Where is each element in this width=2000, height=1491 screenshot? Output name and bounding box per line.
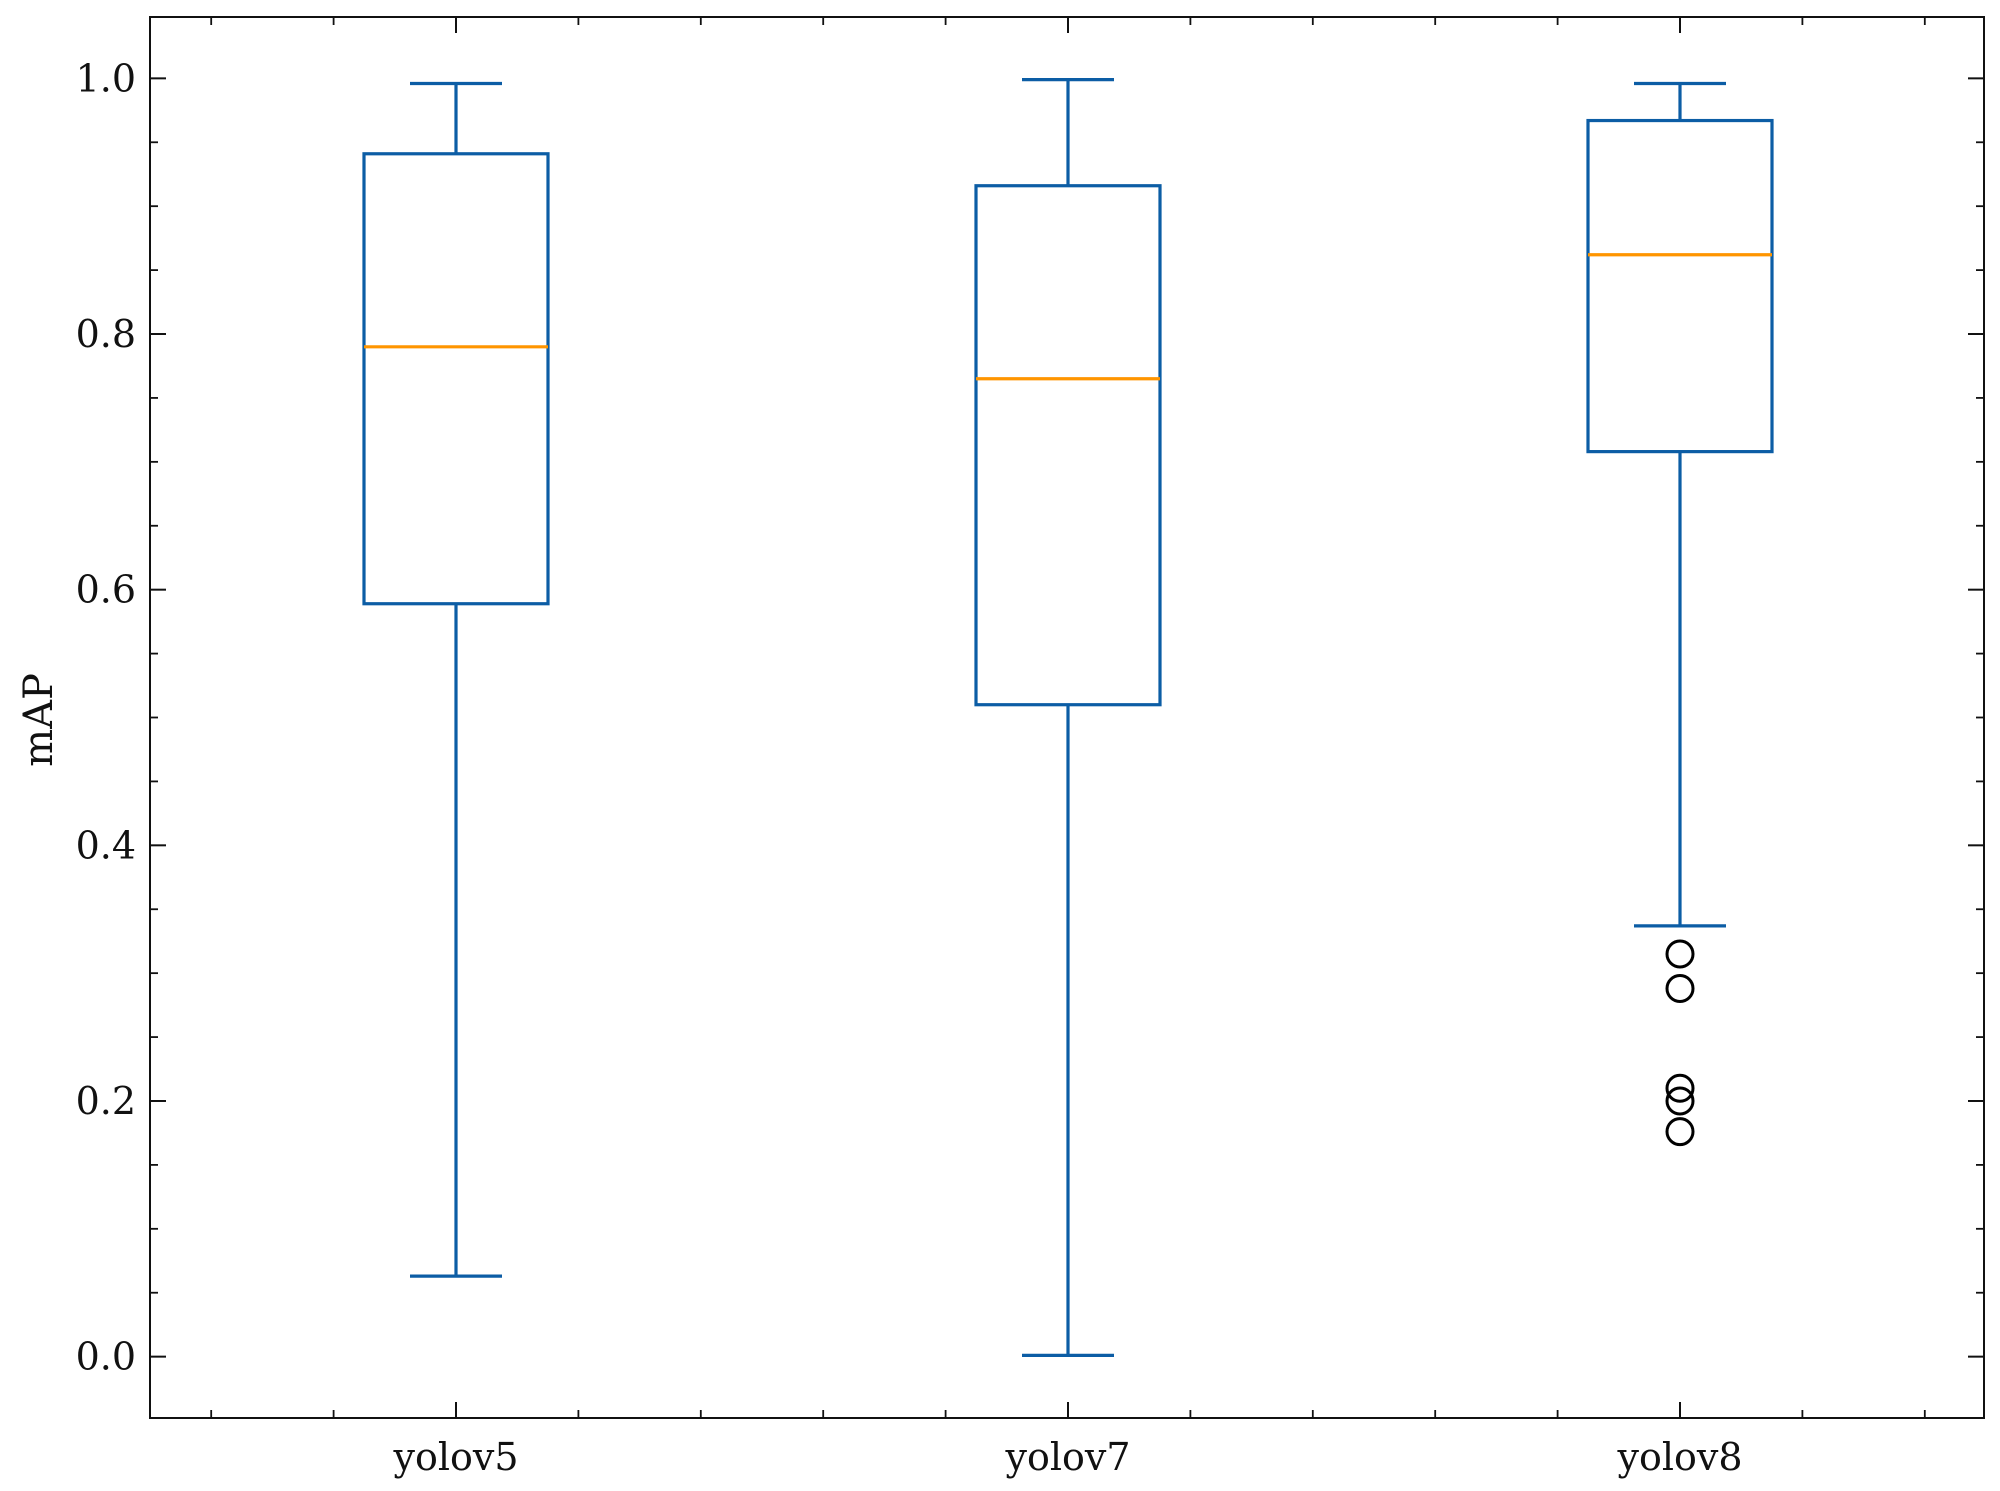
y-tick-label: 0.8 xyxy=(76,312,136,356)
y-tick-label: 0.4 xyxy=(76,823,136,867)
box-yolov7 xyxy=(974,184,1162,707)
box-yolov8 xyxy=(1586,118,1774,454)
outlier-point-yolov8-4 xyxy=(1665,1117,1695,1147)
x-tick-label-yolov5: yolov5 xyxy=(392,1435,518,1479)
y-tick-label: 0.2 xyxy=(76,1079,136,1123)
outlier-point-yolov8-2 xyxy=(1665,1073,1695,1103)
outlier-point-yolov8-0 xyxy=(1665,939,1695,969)
plot-layer: 0.0 0.2 0.4 0.6 0.8 1.0 yolov5 yolov7 yolov8 xyxy=(76,16,1985,1479)
y-tick-label: 0.0 xyxy=(76,1335,136,1379)
outlier-point-yolov8-3 xyxy=(1665,1086,1695,1116)
y-tick-label: 0.6 xyxy=(76,568,136,612)
x-tick-label-yolov7: yolov7 xyxy=(1004,1435,1130,1479)
y-axis-title: mAP xyxy=(16,673,62,767)
y-tick-label: 1.0 xyxy=(76,56,136,100)
outlier-point-yolov8-1 xyxy=(1665,973,1695,1003)
box-yolov5 xyxy=(362,152,550,606)
x-tick-label-yolov8: yolov8 xyxy=(1616,1435,1742,1479)
